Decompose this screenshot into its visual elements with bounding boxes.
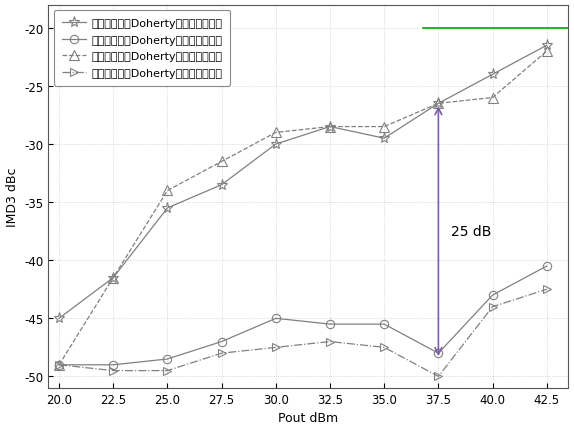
X-axis label: Pout dBm: Pout dBm (278, 412, 339, 424)
Text: 25 dB: 25 dB (451, 224, 492, 239)
Legend: 无谐振网络的Doherty功放的测试结果, 有谐振网络的Doherty功放的测试结果, 无谐振网络的Doherty功放的仿真结果, 有谐振网络的Doherty功: 无谐振网络的Doherty功放的测试结果, 有谐振网络的Doherty功放的测试… (54, 11, 230, 86)
Y-axis label: IMD3 dBc: IMD3 dBc (6, 167, 18, 227)
